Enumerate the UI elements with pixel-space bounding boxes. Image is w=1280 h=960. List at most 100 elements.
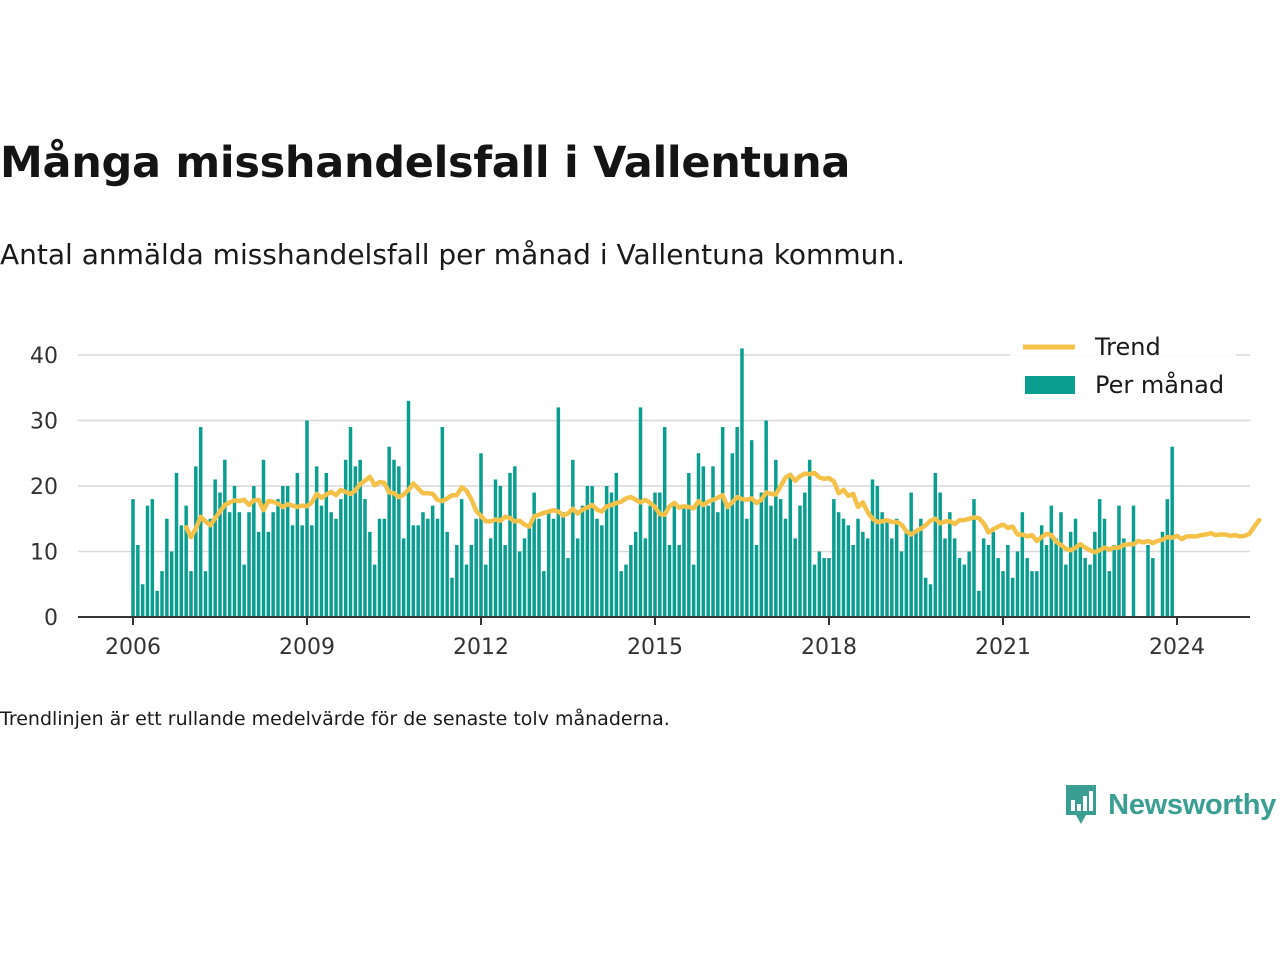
bar: [619, 571, 623, 617]
bar: [140, 584, 145, 617]
bar: [527, 525, 532, 617]
bar: [1102, 518, 1107, 617]
bar: [213, 479, 217, 617]
bar: [1068, 531, 1073, 617]
bar: [865, 538, 870, 617]
bar: [711, 466, 715, 617]
bar: [914, 531, 918, 617]
bar: [440, 427, 445, 617]
legend-label-per-manad: Per månad: [1095, 370, 1224, 399]
bar: [1006, 544, 1010, 617]
bar: [194, 466, 198, 617]
bar: [131, 499, 135, 617]
bar: [590, 486, 594, 617]
bar: [469, 544, 474, 617]
bar: [319, 505, 324, 617]
x-tick-label: 2018: [801, 635, 857, 660]
y-tick-label: 40: [30, 344, 58, 369]
bar: [208, 518, 213, 617]
bar: [165, 518, 169, 617]
x-tick-label: 2009: [279, 635, 335, 660]
bar: [575, 538, 580, 617]
bar: [445, 531, 449, 617]
bar: [648, 505, 652, 617]
bar: [479, 453, 483, 617]
bar: [677, 544, 681, 617]
bar: [1010, 577, 1015, 617]
bar: [242, 564, 246, 617]
bar: [706, 505, 710, 617]
bar: [629, 544, 633, 617]
bar: [1097, 499, 1102, 617]
newsworthy-logo: Newsworthy: [1064, 784, 1276, 826]
bar: [653, 492, 657, 617]
bar: [667, 544, 672, 617]
newsworthy-logo-text: Newsworthy: [1108, 788, 1276, 821]
bar: [1073, 518, 1078, 617]
bar: [846, 525, 851, 617]
bar: [691, 564, 696, 617]
bar: [1039, 525, 1044, 617]
bar: [1107, 571, 1112, 617]
bar: [290, 525, 295, 617]
bar: [430, 505, 435, 617]
bar: [885, 518, 889, 617]
x-axis-ticks: 2006 2009 2012 2015 2018 2021 2024: [105, 617, 1205, 660]
bar: [179, 525, 184, 617]
bar: [764, 420, 768, 617]
bar: [1170, 446, 1174, 617]
bar: [600, 525, 604, 617]
y-axis-ticks: 0 10 20 30 40: [30, 344, 58, 631]
bar: [174, 472, 179, 617]
bar: [1015, 551, 1020, 617]
bar: [880, 512, 884, 617]
bar: [580, 505, 585, 617]
bar: [774, 459, 778, 617]
bar: [1117, 505, 1121, 617]
bar: [919, 518, 923, 617]
bar: [658, 492, 662, 617]
bar: [972, 499, 976, 617]
bar: [981, 538, 986, 617]
bar: [392, 459, 396, 617]
bar: [841, 518, 846, 617]
bar: [812, 564, 817, 617]
bar: [996, 558, 1000, 617]
legend-label-trend: Trend: [1094, 333, 1161, 361]
bar: [334, 518, 338, 617]
bar: [696, 453, 701, 617]
bar: [532, 492, 536, 617]
bar: [189, 571, 193, 617]
bar: [281, 486, 285, 617]
bar: [450, 577, 454, 617]
trend-line: [183, 470, 1262, 555]
bar: [474, 518, 478, 617]
bar: [247, 512, 251, 617]
bar: [962, 564, 967, 617]
bar: [276, 499, 280, 617]
bar: [551, 518, 556, 617]
bar: [822, 558, 826, 617]
bar: [783, 518, 788, 617]
bar: [339, 499, 343, 617]
bar: [890, 538, 894, 617]
bar: [455, 544, 459, 617]
bar: [672, 505, 677, 617]
bar: [1122, 538, 1126, 617]
bar: [1030, 571, 1034, 617]
bar: [933, 472, 938, 617]
bar: [266, 531, 271, 617]
bar: [904, 531, 909, 617]
bar: [537, 518, 541, 617]
bar: [798, 505, 802, 617]
bar: [604, 486, 609, 617]
bar: [513, 466, 517, 617]
bar: [542, 571, 546, 617]
bar: [435, 518, 440, 617]
bar: [952, 538, 957, 617]
bar: [232, 486, 237, 617]
bar: [397, 466, 401, 617]
bar: [314, 466, 319, 617]
legend: Trend Per månad: [1010, 333, 1236, 406]
bar: [861, 531, 865, 617]
